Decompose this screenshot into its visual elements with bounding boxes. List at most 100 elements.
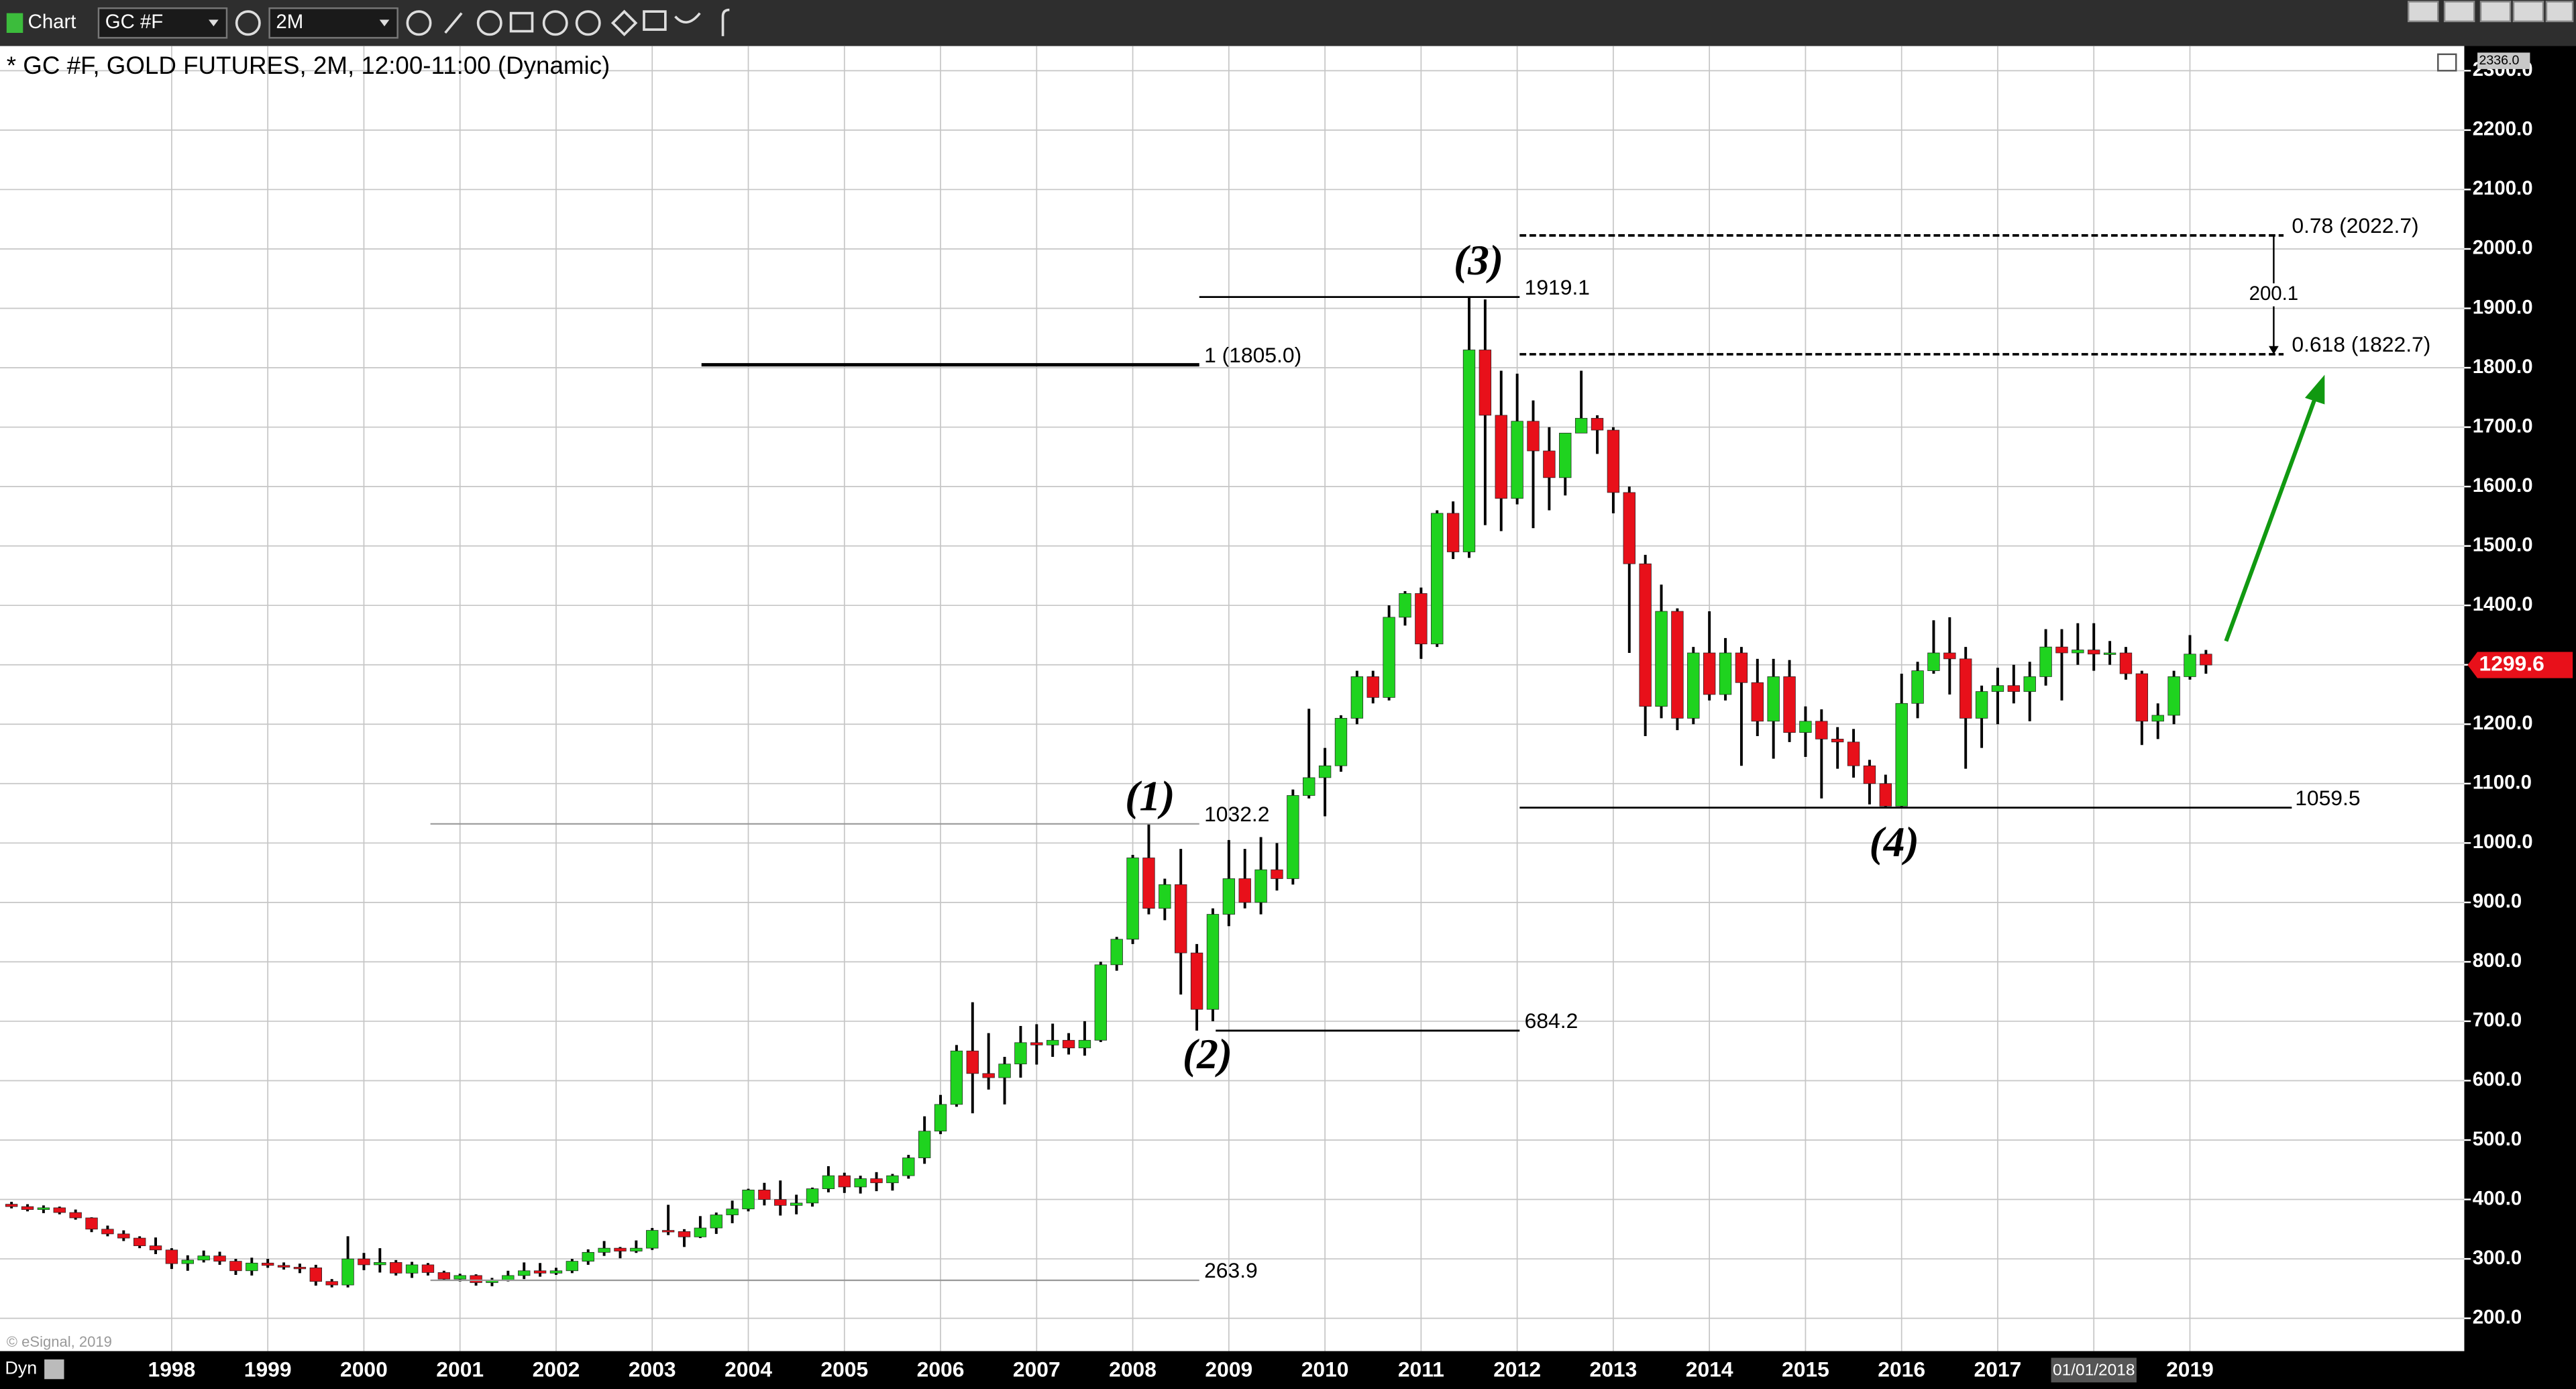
toolbar-icon[interactable] — [542, 10, 568, 36]
candle-body — [1991, 685, 2004, 692]
axes: 200.0 300.0 400.0 500.0 600.0 700.0 800.0 900.0… — [148, 52, 2573, 1383]
candle-body — [870, 1178, 883, 1184]
x-tick-label: 2004 — [724, 1357, 772, 1381]
candle-body — [1206, 914, 1220, 1010]
candle-body — [1607, 429, 1620, 493]
mode-icon[interactable] — [44, 1359, 64, 1380]
candle-body — [918, 1131, 931, 1158]
candle-body — [854, 1178, 867, 1188]
candle-body — [69, 1212, 82, 1219]
annotations: 1 (1805.0) 1919.1 1032.2 684.2 263.9 1059.5 0.… — [430, 213, 2430, 1282]
symbol-input[interactable] — [97, 7, 228, 39]
window-buttons — [2407, 1, 2574, 23]
candle-body — [213, 1255, 226, 1262]
toolbar-icons — [406, 8, 730, 37]
panel-icon[interactable] — [2437, 53, 2457, 72]
candle-body — [1943, 652, 1956, 660]
menu-button[interactable] — [2443, 1, 2475, 23]
level-label: 0.78 (2022.7) — [2292, 213, 2418, 238]
candle-body — [646, 1230, 659, 1249]
candle-body — [2151, 715, 2164, 722]
candle-body — [1431, 513, 1444, 645]
candle-body — [598, 1247, 610, 1253]
mode-label: Dyn — [5, 1358, 37, 1378]
candle-body — [1238, 878, 1251, 903]
toolbar-icon[interactable] — [643, 10, 667, 31]
candle-body — [2200, 654, 2212, 666]
candle-body — [181, 1259, 194, 1264]
candle-body — [117, 1233, 130, 1239]
toolbar-icon[interactable] — [509, 11, 534, 33]
candle-body — [277, 1265, 290, 1268]
candle-body — [694, 1227, 707, 1237]
candle-body — [1222, 878, 1236, 915]
last-price-label: 1299.6 — [2479, 651, 2544, 675]
candle-body — [710, 1215, 722, 1229]
help-button[interactable] — [2407, 1, 2439, 23]
dropdown-arrow — [379, 19, 390, 27]
candle-body — [1399, 593, 1411, 618]
y-tick-label: 300.0 — [2473, 1247, 2522, 1269]
y-tick-label: 1600.0 — [2473, 474, 2533, 497]
candle-body — [838, 1175, 851, 1188]
candle-body — [1334, 718, 1348, 766]
candle-body — [533, 1270, 547, 1274]
y-tick-label: 200.0 — [2473, 1306, 2522, 1328]
candle-body — [1927, 652, 1940, 671]
level-label: 1059.5 — [2295, 786, 2360, 810]
candle-body — [518, 1270, 531, 1276]
toolbar-icon[interactable] — [674, 12, 701, 23]
y-tick-label: 1400.0 — [2473, 593, 2533, 615]
candle-body — [1462, 350, 1476, 552]
candle-body — [246, 1262, 258, 1272]
dropdown-arrow — [209, 19, 219, 27]
x-tick-label: 2014 — [1686, 1357, 1733, 1381]
toolbar-icon[interactable] — [476, 10, 502, 36]
candle-body — [1511, 421, 1523, 499]
candle-body — [1799, 721, 1812, 733]
candle-body — [1159, 884, 1171, 909]
y-tick-label: 800.0 — [2473, 949, 2522, 972]
symbol-text: GC #F — [105, 11, 164, 33]
candle-body — [165, 1249, 178, 1264]
toolbar-icon[interactable] — [406, 10, 432, 36]
candle-body — [358, 1258, 370, 1266]
candle-body — [1591, 417, 1604, 431]
candle-body — [21, 1206, 34, 1210]
toolbar-icon[interactable] — [575, 10, 601, 36]
candle-body — [934, 1104, 947, 1132]
candle-body — [2135, 673, 2149, 722]
minimize-button[interactable] — [2479, 1, 2512, 23]
candle-body — [822, 1175, 835, 1189]
candle-body — [1271, 869, 1283, 879]
copyright: © eSignal, 2019 — [7, 1333, 112, 1350]
projection-arrowhead — [2304, 374, 2325, 405]
candle-body — [1062, 1039, 1075, 1049]
y-tick-label: 1000.0 — [2473, 831, 2533, 853]
candle-body — [1046, 1039, 1059, 1045]
interval-input[interactable] — [268, 7, 398, 39]
y-tick-label: 2000.0 — [2473, 237, 2533, 259]
candle-body — [1847, 741, 1860, 766]
toolbar-icon[interactable] — [721, 8, 730, 36]
x-cursor-box — [2051, 1357, 2137, 1383]
toolbar-icon[interactable] — [444, 12, 463, 34]
projection-arrow — [2224, 393, 2318, 642]
close-button[interactable] — [2545, 1, 2574, 23]
candles — [5, 297, 2212, 1288]
candle-body — [2007, 685, 2021, 692]
restore-button[interactable] — [2512, 1, 2544, 23]
candle-body — [2088, 650, 2100, 655]
level-label: 1919.1 — [1525, 275, 1590, 299]
toolbar-icon[interactable] — [235, 10, 261, 36]
candle-body — [2184, 654, 2196, 677]
candle-body — [1366, 676, 1379, 698]
candle-body — [1190, 952, 1203, 1010]
candle-body — [2119, 652, 2133, 674]
x-tick-label: 2011 — [1398, 1357, 1444, 1381]
toolbar-icon[interactable] — [610, 9, 638, 37]
candle-body — [886, 1175, 899, 1184]
candle-body — [1110, 939, 1123, 966]
wave-label: (2) — [1183, 1030, 1232, 1078]
app-icon — [6, 13, 23, 33]
